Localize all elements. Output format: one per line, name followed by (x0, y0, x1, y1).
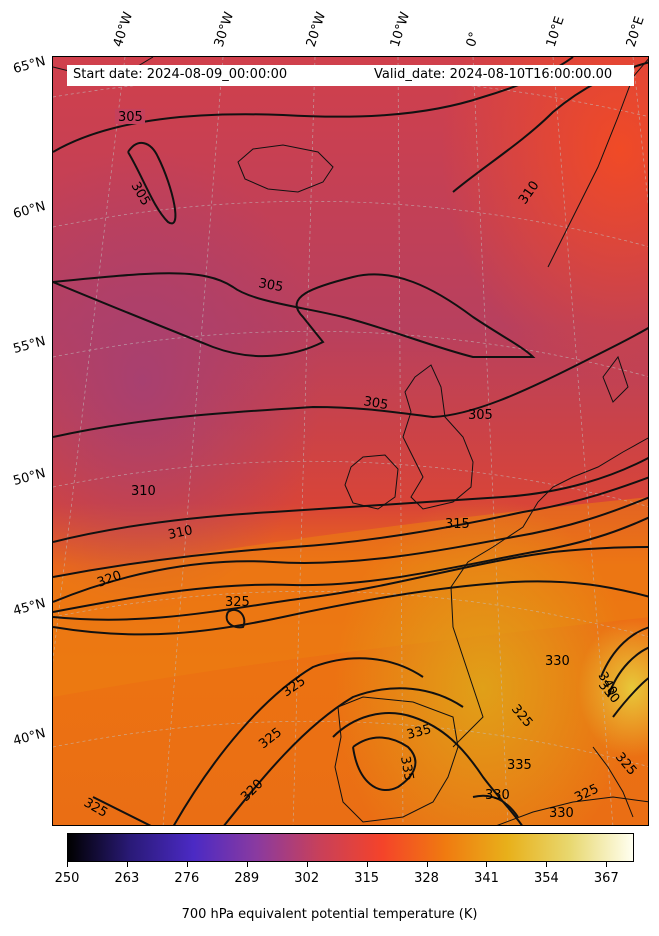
contour-320-arc (223, 687, 464, 825)
valid-date: Valid_date: 2024-08-10T16:00:00.00 (374, 67, 613, 82)
contour-label: 330 (485, 788, 510, 803)
lat-label-40n: 40°N (11, 726, 48, 749)
contour-label: 305 (362, 394, 389, 413)
contour-label: 305 (468, 408, 493, 423)
map-panel: 305 305 305 305 305 310 310 310 315 320 … (52, 56, 649, 826)
colorbar-tick-label: 276 (174, 871, 200, 886)
coast-denmark (602, 355, 629, 403)
contour-hot-3 (612, 677, 648, 718)
colorbar-tick (246, 862, 248, 867)
coast-iberia (334, 696, 459, 823)
coast-europe (450, 437, 648, 748)
colorbar-tick-label: 328 (414, 871, 439, 886)
lon-label-30w: 30°W (211, 10, 238, 49)
colorbar-tick (426, 862, 428, 867)
contour-325-arc (173, 657, 424, 825)
contour-label: 335 (507, 758, 532, 773)
colorbar-tick-label: 302 (294, 871, 320, 886)
contour-330-b (472, 794, 519, 818)
contour-label: 335 (397, 755, 416, 782)
colorbar-tick (306, 862, 308, 867)
coast-ireland (344, 454, 399, 510)
lon-label-10e: 10°E (543, 14, 568, 50)
colorbar-tick-label: 315 (354, 871, 380, 886)
colorbar-tick (186, 862, 188, 867)
colorbar-tick-label: 250 (54, 871, 80, 886)
colorbar (67, 833, 634, 862)
lat-label-60n: 60°N (11, 199, 48, 222)
map-svg: 305 305 305 305 305 310 310 310 315 320 … (53, 57, 648, 825)
colorbar-tick-label: 263 (114, 871, 140, 886)
lat-label-65n: 65°N (11, 54, 48, 77)
colorbar-tick (126, 862, 128, 867)
contour-325-b (53, 580, 648, 636)
contour-label: 310 (131, 484, 156, 499)
coast-iceland (237, 144, 334, 193)
contour-325-south (92, 796, 152, 825)
coast-great-britain (402, 364, 474, 510)
lat-label-45n: 45°N (11, 596, 48, 619)
colorbar-tick-label: 354 (533, 871, 559, 886)
contour-320-b (53, 516, 648, 613)
lon-label-10w: 10°W (387, 10, 414, 49)
coast-norway (547, 58, 648, 268)
contour-305-loop (127, 142, 177, 225)
contour-310 (53, 456, 648, 543)
colorbar-tick-label: 367 (593, 871, 619, 886)
contour-325 (53, 546, 648, 621)
colorbar-title: 700 hPa equivalent potential temperature… (181, 907, 478, 922)
contour-label: 325 (225, 595, 250, 610)
lat-label-50n: 50°N (11, 466, 48, 489)
coastlines (53, 57, 648, 825)
lat-label-55n: 55°N (11, 334, 48, 357)
lon-label-40w: 40°W (110, 10, 137, 49)
colorbar-tick (486, 862, 488, 867)
colorbar-tick-label: 289 (234, 871, 260, 886)
coast-italy (592, 746, 634, 818)
colorbar-tick-label: 341 (474, 871, 499, 886)
lon-label-20e: 20°E (623, 14, 648, 50)
contour-320 (53, 496, 648, 603)
lon-label-0: 0° (463, 30, 483, 49)
colorbar-tick (67, 862, 68, 867)
contour-325-loop (225, 608, 246, 629)
contour-hot-2 (607, 646, 648, 698)
lon-label-20w: 20°W (303, 10, 330, 49)
field-hot-region (53, 57, 648, 825)
contour-label: 330 (545, 654, 570, 669)
contour-label: 305 (257, 276, 284, 295)
contour-335 (352, 736, 417, 792)
contour-label: 315 (445, 517, 470, 532)
contour-label: 305 (118, 110, 143, 125)
start-date: Start date: 2024-08-09_00:00:00 (73, 67, 288, 82)
contour-315 (53, 476, 648, 578)
colorbar-tick (366, 862, 368, 867)
contour-label: 335 (405, 722, 433, 743)
contour-305-mid (53, 272, 536, 358)
contour-305-south (53, 327, 648, 438)
colorbar-tick (546, 862, 548, 867)
contour-label: 330 (549, 806, 574, 821)
header-box (67, 65, 634, 86)
colorbar-tick (606, 862, 608, 867)
contour-hot-1 (600, 626, 648, 678)
contour-label: 310 (167, 523, 194, 543)
coast-north-africa (496, 796, 648, 825)
